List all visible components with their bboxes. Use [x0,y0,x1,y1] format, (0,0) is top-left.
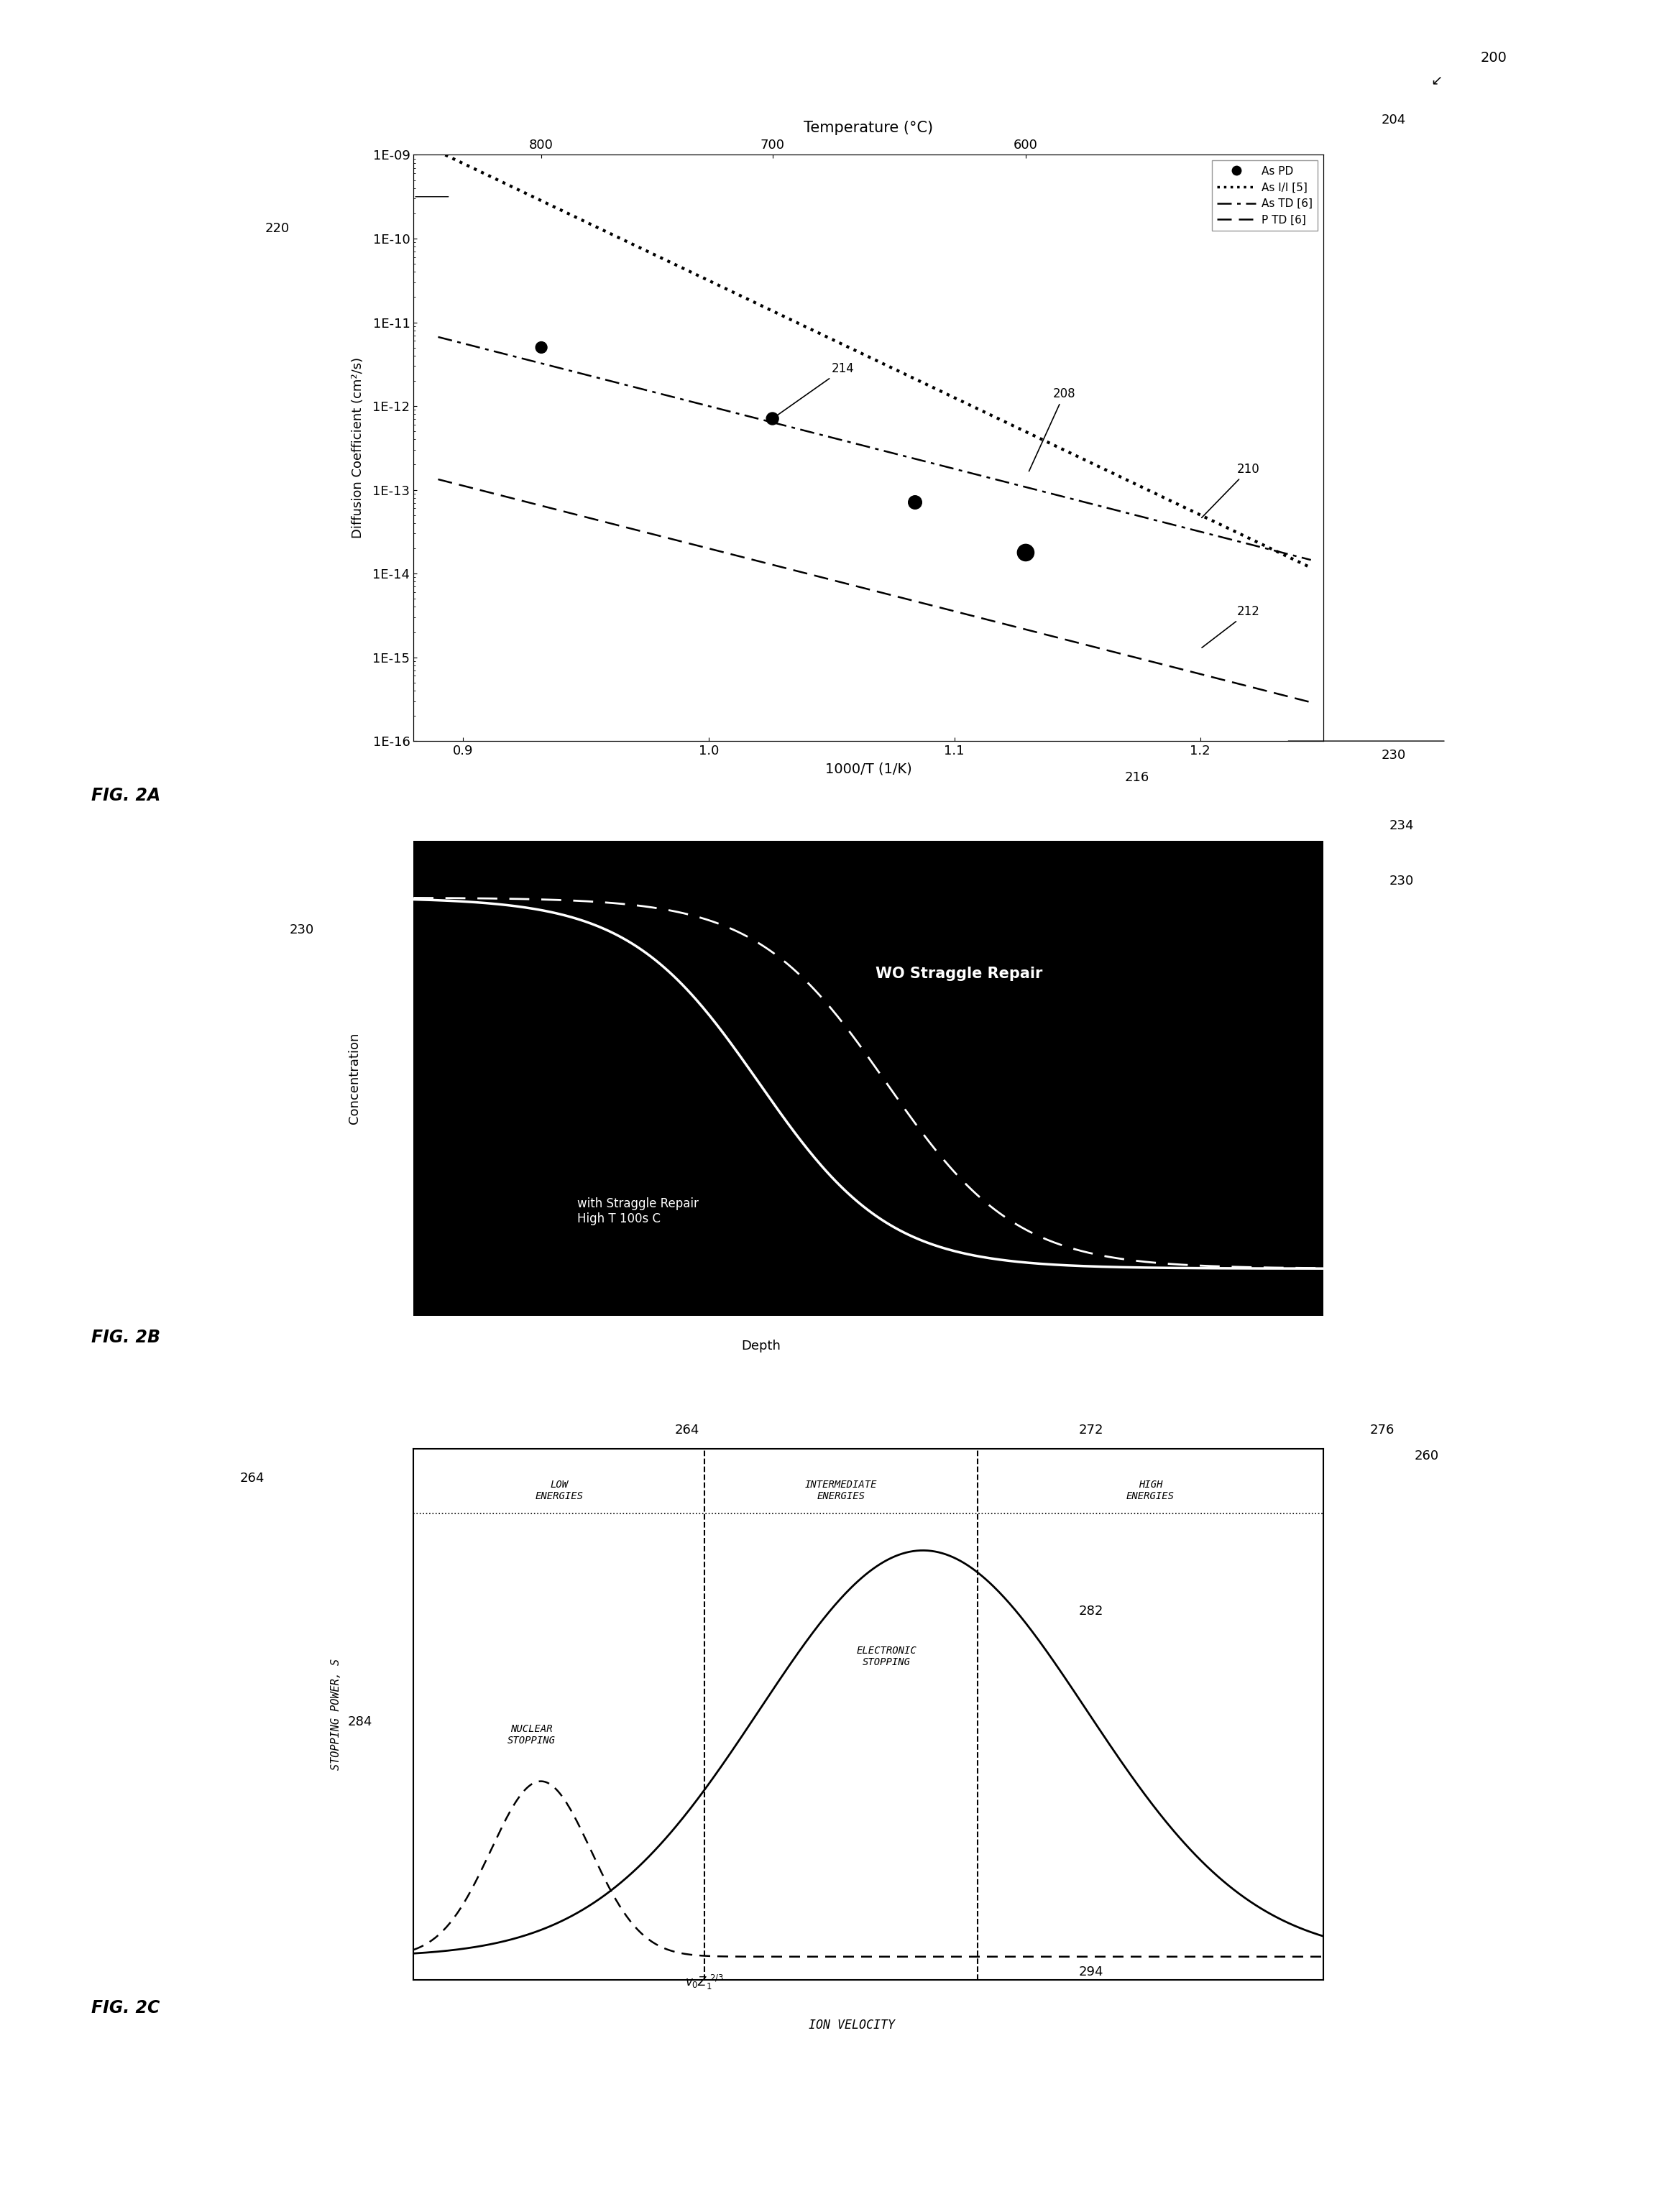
P TD [6] [849,573,868,599]
As TD [6] [900,445,920,471]
Text: 234: 234 [1389,818,1414,832]
As I/I [5] [842,336,862,363]
Text: 230: 230 [1381,748,1406,761]
P TD [6] [428,467,448,493]
Text: INTERMEDIATE
ENERGIES: INTERMEDIATE ENERGIES [805,1480,877,1502]
As I/I [5] [900,363,920,389]
Text: Depth: Depth [741,1338,781,1352]
Text: LOW
ENERGIES: LOW ENERGIES [534,1480,584,1502]
Text: 230: 230 [1389,874,1414,887]
As TD [6] [948,456,968,482]
Text: ION VELOCITY: ION VELOCITY [809,2017,895,2031]
As I/I [5] [948,385,968,411]
Text: 210: 210 [1202,462,1260,518]
X-axis label: 1000/T (1/K): 1000/T (1/K) [825,763,911,776]
As PD [528,330,554,365]
Text: 272: 272 [1078,1422,1103,1436]
Text: Ion Depth: Ion Depth [633,867,696,880]
Text: with Straggle Repair
High T 100s C: with Straggle Repair High T 100s C [577,1197,698,1225]
Text: FIG. 2B: FIG. 2B [91,1329,160,1347]
P TD [6] [1143,648,1163,675]
Text: HIGH
ENERGIES: HIGH ENERGIES [1126,1480,1174,1502]
Line: P TD [6]: P TD [6] [438,480,1312,701]
P TD [6] [842,573,862,599]
As TD [6] [849,431,868,458]
Text: NUCLEAR
STOPPING: NUCLEAR STOPPING [508,1723,556,1745]
As I/I [5] [1143,480,1163,507]
P TD [6] [900,586,920,613]
Text: 208: 208 [1029,387,1075,471]
Y-axis label: Diffusion Coefficient (cm²/s): Diffusion Coefficient (cm²/s) [352,358,364,538]
Text: FIG. 2A: FIG. 2A [91,787,160,805]
Text: 264: 264 [240,1471,265,1484]
Text: STOPPING POWER, S: STOPPING POWER, S [331,1659,342,1770]
Text: 220: 220 [265,221,289,234]
P TD [6] [948,599,968,626]
As PD [901,484,928,520]
Text: ELECTRONIC
STOPPING: ELECTRONIC STOPPING [857,1646,916,1668]
As TD [6] [1302,546,1322,573]
Text: Concentration: Concentration [347,1033,361,1124]
X-axis label: Temperature (°C): Temperature (°C) [804,122,933,135]
As PD [759,400,786,436]
Line: As I/I [5]: As I/I [5] [438,150,1312,568]
P TD [6] [1280,684,1300,710]
As I/I [5] [428,137,448,164]
As TD [6] [1143,507,1163,533]
Text: FIG. 2C: FIG. 2C [91,2000,159,2017]
As TD [6] [428,323,448,349]
Text: 212: 212 [1202,606,1260,648]
Text: 200: 200 [1480,51,1507,64]
Text: ↙: ↙ [1431,73,1442,86]
Text: 216: 216 [1125,770,1150,783]
As I/I [5] [1280,544,1300,571]
P TD [6] [1302,688,1322,714]
Text: 204: 204 [1381,113,1406,126]
As TD [6] [1280,542,1300,568]
Text: 260: 260 [1414,1449,1439,1462]
Text: 264: 264 [675,1422,700,1436]
Text: 276: 276 [1370,1422,1394,1436]
As I/I [5] [849,338,868,365]
Text: 284: 284 [347,1714,372,1728]
Text: 282: 282 [1078,1604,1103,1617]
Text: WO Straggle Repair: WO Straggle Repair [877,967,1042,980]
Text: $v_0Z_1^{\ 2/3}$: $v_0Z_1^{\ 2/3}$ [685,1973,724,1991]
As TD [6] [842,429,862,456]
As PD [1012,535,1039,571]
Text: 294: 294 [1078,1964,1103,1978]
Line: As TD [6]: As TD [6] [438,336,1312,560]
As I/I [5] [1302,555,1322,582]
Legend: As PD, As I/I [5], As TD [6], P TD [6]: As PD, As I/I [5], As TD [6], P TD [6] [1212,159,1318,230]
Text: 214: 214 [774,363,855,418]
Text: 230: 230 [289,922,314,936]
